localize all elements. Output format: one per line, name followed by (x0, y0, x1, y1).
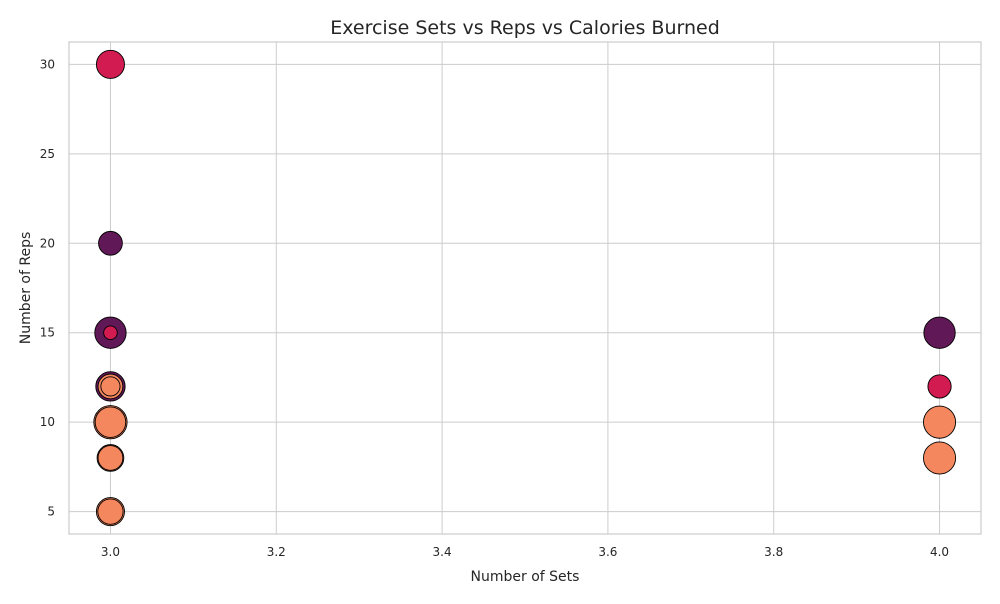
scatter-point (97, 498, 124, 525)
plot-frame (68, 41, 982, 535)
x-axis-ticks: 3.0 3.2 3.4 3.6 3.8 4.0 (101, 545, 949, 559)
scatter-point (927, 374, 952, 399)
x-tick-label: 3.8 (764, 545, 783, 559)
scatter-point (923, 405, 957, 439)
y-axis-label: Number of Reps (18, 232, 34, 345)
chart-title: Exercise Sets vs Reps vs Calories Burned (330, 17, 720, 39)
y-axis-ticks: 5 10 15 20 25 30 (40, 57, 55, 518)
x-tick-label: 4.0 (930, 545, 949, 559)
y-tick-label: 20 (40, 236, 55, 250)
data-points (93, 49, 957, 527)
x-tick-label: 3.2 (267, 545, 286, 559)
x-tick-label: 3.6 (598, 545, 617, 559)
x-axis-label: Number of Sets (471, 569, 580, 585)
scatter-point (923, 441, 957, 475)
y-tick-label: 15 (40, 326, 55, 340)
x-tick-label: 3.4 (433, 545, 452, 559)
y-tick-label: 25 (40, 147, 55, 161)
scatter-point (100, 376, 121, 397)
y-tick-label: 30 (40, 57, 55, 71)
scatter-point (97, 445, 124, 471)
scatter-point (98, 230, 123, 256)
scatter-point (95, 49, 125, 79)
scatter-point (94, 406, 127, 438)
scatter-point (103, 325, 118, 340)
scatter-point (923, 316, 956, 349)
gridlines (69, 42, 981, 534)
x-tick-label: 3.0 (101, 545, 120, 559)
y-tick-label: 10 (40, 415, 55, 429)
y-tick-label: 5 (47, 505, 55, 519)
